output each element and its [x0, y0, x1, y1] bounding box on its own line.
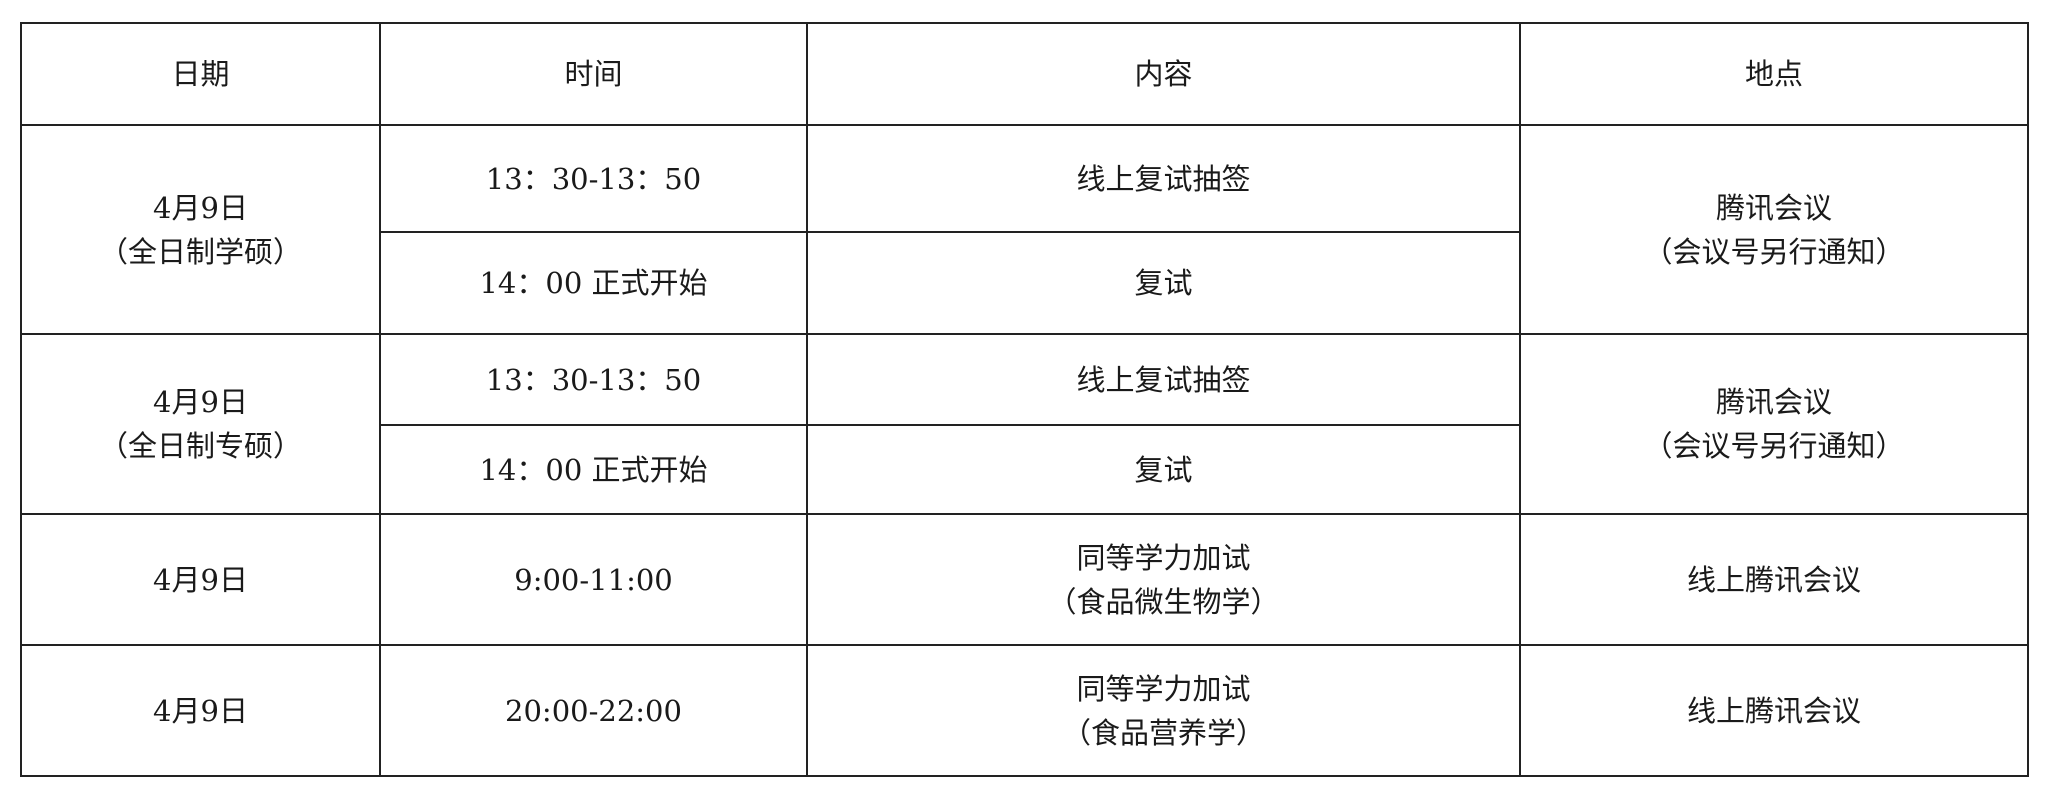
content-cell: 同等学力加试 （食品营养学） — [806, 644, 1521, 777]
location-text: 腾讯会议 — [1715, 385, 1832, 419]
header-time: 时间 — [379, 22, 808, 126]
date-text: 4月9日 — [153, 385, 248, 419]
date-cell: 4月9日 （全日制专硕） — [20, 333, 381, 515]
content-text: 同等学力加试 — [1076, 540, 1251, 575]
content-cell: 线上复试抽签 — [806, 333, 1521, 426]
time-cell: 14：00 正式开始 — [379, 231, 808, 335]
header-row: 日期 时间 内容 地点 — [20, 22, 2029, 126]
location-note: （会议号另行通知） — [1643, 234, 1905, 269]
time-cell: 13：30-13：50 — [379, 124, 808, 233]
content-cell: 线上复试抽签 — [806, 124, 1521, 233]
content-cell: 复试 — [806, 231, 1521, 335]
location-cell: 线上腾讯会议 — [1519, 644, 2029, 777]
content-subject: （食品微生物学） — [1047, 584, 1280, 619]
table-row: 4月9日 20:00-22:00 同等学力加试 （食品营养学） 线上腾讯会议 — [20, 644, 2029, 777]
program-text: （全日制学硕） — [98, 234, 302, 269]
content-text: 同等学力加试 — [1076, 671, 1251, 706]
time-cell: 14：00 正式开始 — [379, 424, 808, 515]
date-cell: 4月9日 （全日制学硕） — [20, 124, 381, 335]
program-text: （全日制专硕） — [98, 429, 302, 463]
content-subject: （食品营养学） — [1061, 715, 1265, 750]
header-location: 地点 — [1519, 22, 2029, 126]
content-cell: 复试 — [806, 424, 1521, 515]
table-row: 14：00 正式开始 复试 — [21, 424, 2028, 515]
header-date: 日期 — [20, 22, 381, 126]
date-text: 4月9日 — [153, 190, 248, 225]
location-note: （会议号另行通知） — [1643, 429, 1905, 463]
time-cell: 9:00-11:00 — [379, 513, 808, 646]
time-cell: 13：30-13：50 — [379, 333, 808, 426]
date-cell: 4月9日 — [20, 644, 381, 777]
time-cell: 20:00-22:00 — [379, 644, 808, 777]
location-cell: 线上腾讯会议 — [1519, 513, 2029, 646]
schedule-table: 日期 时间 内容 地点 4月9日 （全日制学硕） 13：30-13：50 线上复… — [20, 22, 2029, 777]
date-cell: 4月9日 — [20, 513, 381, 646]
table-row: 4月9日 9:00-11:00 同等学力加试 （食品微生物学） 线上腾讯会议 — [20, 513, 2029, 646]
content-cell: 同等学力加试 （食品微生物学） — [806, 513, 1521, 646]
header-content: 内容 — [806, 22, 1521, 126]
location-text: 腾讯会议 — [1715, 190, 1832, 225]
table-row: 14：00 正式开始 复试 — [21, 231, 2028, 335]
location-cell: 腾讯会议 （会议号另行通知） — [1519, 333, 2029, 515]
location-cell: 腾讯会议 （会议号另行通知） — [1519, 124, 2029, 335]
table-row: 4月9日 （全日制学硕） 13：30-13：50 线上复试抽签 腾讯会议 （会议… — [20, 124, 2029, 335]
table-row: 4月9日 （全日制专硕） 13：30-13：50 线上复试抽签 腾讯会议 （会议… — [20, 333, 2029, 515]
